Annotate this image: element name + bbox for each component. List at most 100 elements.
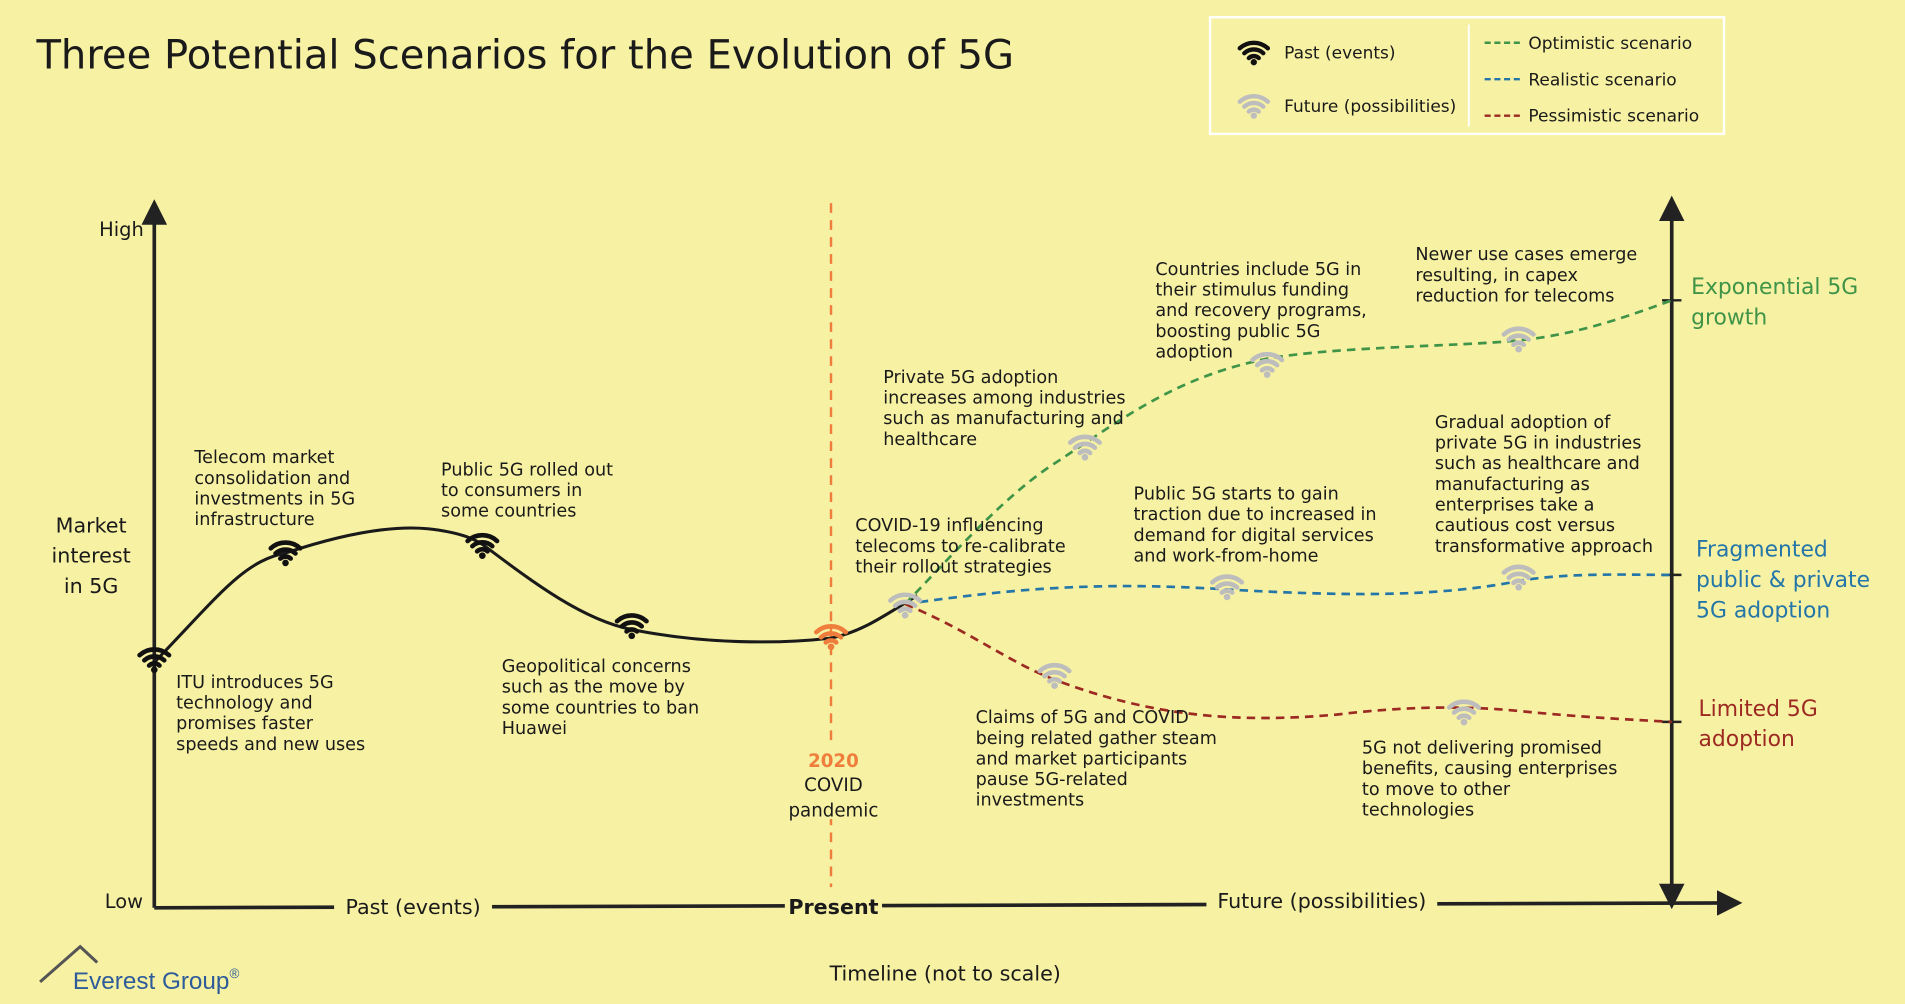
wifi-icon xyxy=(1037,663,1072,689)
wifi-arc xyxy=(614,613,649,624)
text-line: adoption xyxy=(1155,342,1233,362)
label-bg xyxy=(789,743,878,820)
text-line: Public 5G rolled out xyxy=(441,460,613,480)
legend-label: Past (events) xyxy=(1284,44,1395,64)
event-text: Geopolitical concerns such as the move by… xyxy=(502,657,699,739)
wifi-arc xyxy=(1501,326,1536,337)
wifi-arc xyxy=(268,540,303,551)
wifi-dot xyxy=(1515,345,1522,353)
wifi-arc xyxy=(1237,94,1271,104)
text-line: benefits, causing enterprises xyxy=(1362,759,1617,779)
label-bg xyxy=(784,894,883,922)
text-line: and market participants xyxy=(976,749,1188,769)
wifi-arc xyxy=(137,647,172,658)
wifi-icon xyxy=(137,647,172,674)
event-text: Public 5G starts to gain traction due to … xyxy=(1134,485,1377,567)
wifi-arc xyxy=(1456,713,1472,721)
wifi-dot xyxy=(1223,593,1231,601)
text-line: pause 5G-related xyxy=(976,770,1128,790)
x-axis-section: Future (possibilities) xyxy=(1217,889,1426,913)
text-line: Telecom market xyxy=(193,448,334,468)
text-line: demand for digital services xyxy=(1134,526,1374,546)
text-line: Private 5G adoption xyxy=(883,368,1058,388)
wifi-icon xyxy=(1501,326,1536,353)
wifi-arc xyxy=(470,540,495,549)
past-curve xyxy=(153,526,919,664)
text-line: ITU introduces 5G xyxy=(176,673,334,693)
text-line: resulting, in capex xyxy=(1415,266,1578,286)
text-line: their stimulus funding xyxy=(1155,280,1349,300)
wifi-arc xyxy=(1259,366,1275,373)
wifi-arc xyxy=(1250,351,1285,363)
wifi-arc xyxy=(897,606,913,614)
text-line: and work-from-home xyxy=(1134,547,1319,567)
text-line: consolidation and xyxy=(194,469,350,489)
wifi-arc xyxy=(1077,448,1093,456)
wifi-arc xyxy=(1242,47,1266,56)
text-line: investments xyxy=(976,791,1085,811)
y-low: Low xyxy=(105,890,143,913)
wifi-arc xyxy=(1446,699,1482,710)
text-line: their rollout strategies xyxy=(855,557,1051,577)
wifi-dot xyxy=(1051,682,1058,689)
wifi-dot xyxy=(1263,371,1271,378)
text-line: Gradual adoption of xyxy=(1435,413,1611,433)
wifi-arc xyxy=(1254,359,1280,368)
wifi-arc xyxy=(1511,340,1527,348)
wifi-arc xyxy=(888,592,923,603)
text-line: Exponential 5G xyxy=(1691,275,1858,300)
title: Three Potential Scenarios for the Evolut… xyxy=(35,32,1014,78)
wifi-icon xyxy=(1501,564,1536,591)
text-line: 5G adoption xyxy=(1696,598,1830,623)
x-axis-title: Timeline (not to scale) xyxy=(829,962,1061,986)
wifi-arc xyxy=(1501,564,1536,575)
wifi-dot xyxy=(1081,453,1089,461)
present-label: COVID pandemic xyxy=(788,775,878,822)
wifi-dot xyxy=(479,552,486,559)
event-text: 5G not delivering promised benefits, caus… xyxy=(1362,738,1617,820)
text-line: manufacturing as xyxy=(1435,475,1590,495)
text-line: Fragmented xyxy=(1696,538,1828,563)
x-axis-section: Past (events) xyxy=(345,895,480,919)
wifi-arc xyxy=(892,599,918,608)
wifi-arc xyxy=(1072,441,1098,451)
wifi-arc xyxy=(823,638,839,645)
text-line: growth xyxy=(1691,306,1767,331)
text-line: reduction for telecoms xyxy=(1415,287,1614,307)
wifi-icon xyxy=(1250,351,1285,378)
wifi-arc xyxy=(465,533,500,544)
text-line: 5G not delivering promised xyxy=(1362,738,1602,758)
text-line: being related gather steam xyxy=(976,729,1217,749)
wifi-arc xyxy=(146,661,162,668)
wifi-arc xyxy=(813,624,849,635)
wifi-icon xyxy=(1067,434,1102,461)
wifi-arc xyxy=(142,654,167,663)
x-axis-section: Present xyxy=(788,895,878,919)
event-text: Newer use cases emerge resulting, in cape… xyxy=(1415,245,1637,306)
legend-label: Future (possibilities) xyxy=(1284,97,1456,117)
wifi-arc xyxy=(1047,677,1063,684)
text-line: transformative approach xyxy=(1435,537,1653,557)
text-line: such as healthcare and xyxy=(1435,454,1640,474)
wifi-dot xyxy=(1250,59,1257,66)
text-line: Public 5G starts to gain xyxy=(1134,485,1339,505)
wifi-arc xyxy=(619,620,645,629)
text-line: COVID-19 influencing xyxy=(855,516,1043,536)
wifi-dot xyxy=(827,643,835,651)
wifi-arc xyxy=(1451,706,1477,715)
legend-label: Pessimistic scenario xyxy=(1528,107,1699,127)
wifi-arc xyxy=(1219,588,1235,595)
wifi-icon xyxy=(465,533,500,559)
text-line: cautious cost versus xyxy=(1435,516,1615,536)
wifi-arc xyxy=(1511,578,1527,586)
legend-box xyxy=(1208,16,1726,136)
wifi-arc xyxy=(1246,54,1261,61)
text-line: technologies xyxy=(1362,800,1474,820)
event-text: Claims of 5G and COVID being related gath… xyxy=(976,708,1217,811)
event-text: Private 5G adoption increases among indus… xyxy=(883,368,1125,450)
outcome-label: Exponential 5G growth xyxy=(1691,275,1858,330)
text-line: in 5G xyxy=(64,574,119,598)
text-line: and recovery programs, xyxy=(1155,301,1366,321)
text-line: Claims of 5G and COVID xyxy=(976,708,1189,728)
